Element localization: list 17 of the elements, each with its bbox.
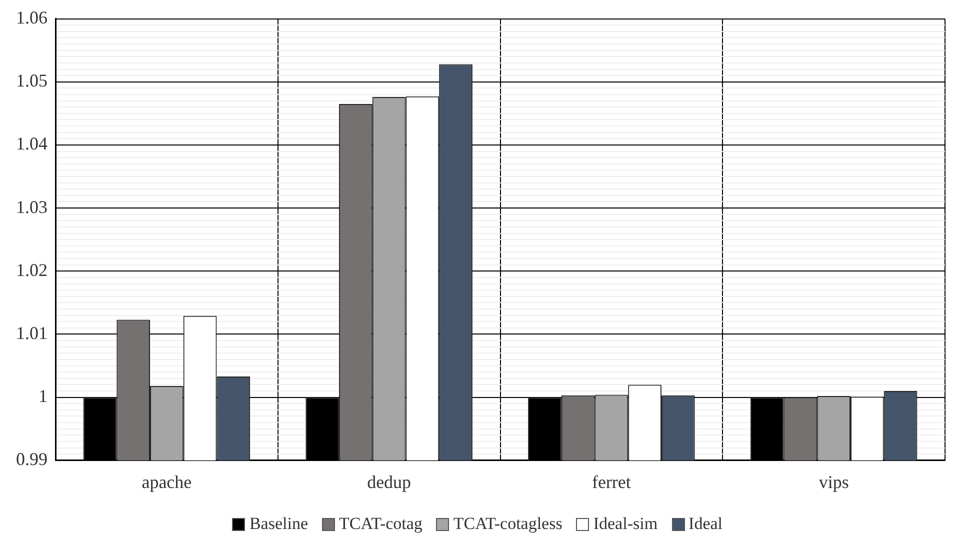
y-tick-label: 1.05 <box>16 70 48 91</box>
series-label: Ideal-sim <box>593 514 658 534</box>
y-tick-label: 1.04 <box>16 134 48 154</box>
x-tick-label: apache <box>142 472 192 492</box>
x-tick-label: vips <box>818 472 849 492</box>
y-tick-label: 1.02 <box>16 260 48 280</box>
y-tick-label: 1.03 <box>16 196 48 217</box>
y-tick-label: 0.99 <box>16 449 48 470</box>
y-tick-label: 1 <box>38 386 48 406</box>
y-tick-label: 1.06 <box>16 8 48 28</box>
legend-label: Ideal <box>688 514 723 534</box>
y-tick-label: 1.01 <box>16 322 48 343</box>
x-tick-label: ferret <box>592 472 631 492</box>
x-tick-label: dedup <box>367 472 412 492</box>
legend-label: TCAT-cotagless <box>453 514 562 534</box>
legend-label: Baseline <box>249 514 308 534</box>
legend-label: TCAT-cotag <box>339 514 422 534</box>
